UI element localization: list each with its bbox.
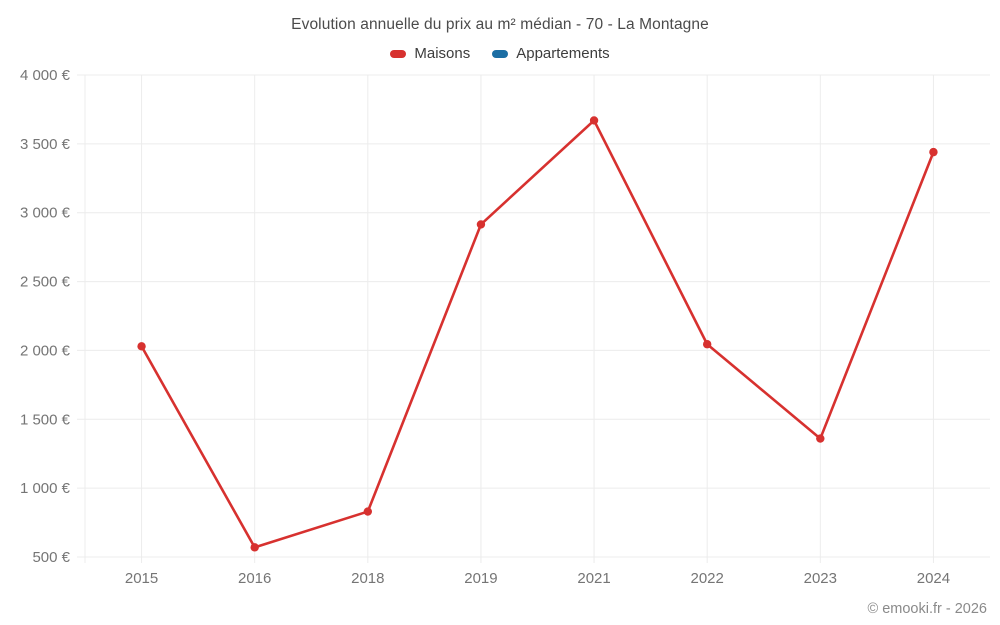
y-tick-label: 3 500 € bbox=[20, 136, 71, 153]
data-point-maisons bbox=[476, 220, 486, 229]
x-tick-label: 2019 bbox=[464, 570, 497, 587]
data-point-maisons bbox=[929, 147, 938, 157]
legend-item-appartements[interactable]: Appartements bbox=[492, 45, 610, 62]
x-tick-label: 2018 bbox=[351, 570, 384, 587]
x-tick-label: 2022 bbox=[691, 570, 724, 587]
x-tick-label: 2024 bbox=[917, 570, 950, 587]
x-tick-label: 2023 bbox=[804, 570, 837, 587]
chart-title: Evolution annuelle du prix au m² médian … bbox=[291, 16, 709, 33]
y-tick-label: 2 500 € bbox=[20, 274, 71, 291]
copyright-footer: © emooki.fr - 2026 bbox=[867, 601, 987, 617]
x-tick-label: 2015 bbox=[125, 570, 158, 587]
data-point-maisons bbox=[702, 340, 712, 349]
data-point-maisons bbox=[363, 507, 373, 516]
legend-item-maisons[interactable]: Maisons bbox=[390, 45, 470, 62]
appartements-swatch-icon bbox=[492, 49, 509, 58]
data-point-maisons bbox=[816, 434, 825, 443]
legend-label-appartements: Appartements bbox=[516, 45, 610, 62]
y-tick-label: 500 € bbox=[32, 549, 70, 566]
y-tick-label: 3 000 € bbox=[20, 205, 71, 222]
y-tick-label: 2 000 € bbox=[20, 342, 71, 359]
chart-legend: Maisons Appartements bbox=[0, 45, 1000, 62]
y-tick-label: 1 500 € bbox=[20, 411, 71, 428]
data-point-maisons bbox=[589, 116, 599, 125]
x-tick-label: 2016 bbox=[238, 570, 271, 587]
maisons-swatch-icon bbox=[390, 49, 407, 58]
legend-label-maisons: Maisons bbox=[414, 45, 471, 62]
data-point-maisons bbox=[250, 543, 259, 552]
data-point-maisons bbox=[137, 342, 146, 351]
series-line-maisons bbox=[140, 119, 935, 549]
y-tick-label: 4 000 € bbox=[20, 67, 71, 84]
x-tick-label: 2021 bbox=[577, 570, 610, 587]
y-tick-label: 1 000 € bbox=[20, 480, 71, 497]
